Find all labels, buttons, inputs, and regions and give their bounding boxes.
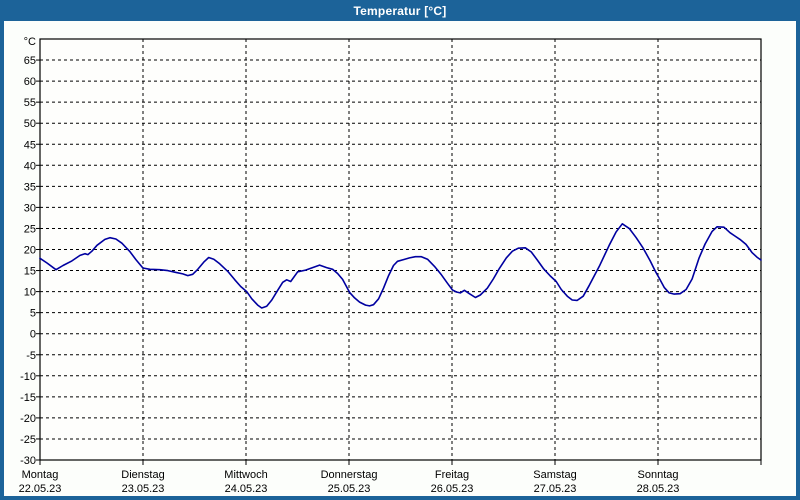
y-axis-label: 50 bbox=[24, 118, 36, 130]
window-title: Temperatur [°C] bbox=[353, 3, 447, 18]
y-axis-label: -20 bbox=[20, 413, 36, 425]
titlebar: Temperatur [°C] bbox=[4, 0, 796, 21]
y-axis-label: 40 bbox=[24, 160, 36, 172]
y-axis-label: 0 bbox=[30, 329, 36, 341]
day-name-label: Samstag bbox=[533, 469, 576, 481]
y-axis-unit-label: °C bbox=[24, 36, 36, 48]
day-name-label: Sonntag bbox=[638, 469, 679, 481]
y-axis-label: 60 bbox=[24, 76, 36, 88]
day-date-label: 26.05.23 bbox=[431, 483, 474, 495]
y-axis-label: -10 bbox=[20, 371, 36, 383]
y-axis-label: 35 bbox=[24, 181, 36, 193]
y-axis-label: 30 bbox=[24, 202, 36, 214]
day-date-label: 24.05.23 bbox=[225, 483, 268, 495]
y-axis-label: 25 bbox=[24, 223, 36, 235]
day-name-label: Mittwoch bbox=[224, 469, 267, 481]
day-name-label: Donnerstag bbox=[321, 469, 378, 481]
day-date-label: 25.05.23 bbox=[328, 483, 371, 495]
y-axis-label: -5 bbox=[26, 350, 36, 362]
y-axis-label: 55 bbox=[24, 97, 36, 109]
y-axis-label: 15 bbox=[24, 266, 36, 278]
day-date-label: 28.05.23 bbox=[637, 483, 680, 495]
day-name-label: Montag bbox=[22, 469, 59, 481]
day-date-label: 23.05.23 bbox=[122, 483, 165, 495]
y-axis-label: 45 bbox=[24, 139, 36, 151]
y-axis-label: -30 bbox=[20, 455, 36, 467]
day-name-label: Dienstag bbox=[121, 469, 164, 481]
temperature-curve bbox=[39, 223, 762, 309]
y-axis-label: -25 bbox=[20, 434, 36, 446]
y-axis-label: 20 bbox=[24, 245, 36, 257]
day-date-label: 27.05.23 bbox=[534, 483, 577, 495]
y-axis-label: -15 bbox=[20, 392, 36, 404]
plot-frame bbox=[39, 38, 762, 461]
day-date-label: 22.05.23 bbox=[19, 483, 62, 495]
day-name-label: Freitag bbox=[435, 469, 469, 481]
y-axis-label: 5 bbox=[30, 308, 36, 320]
y-axis-label: 10 bbox=[24, 287, 36, 299]
y-axis-label: 65 bbox=[24, 55, 36, 67]
